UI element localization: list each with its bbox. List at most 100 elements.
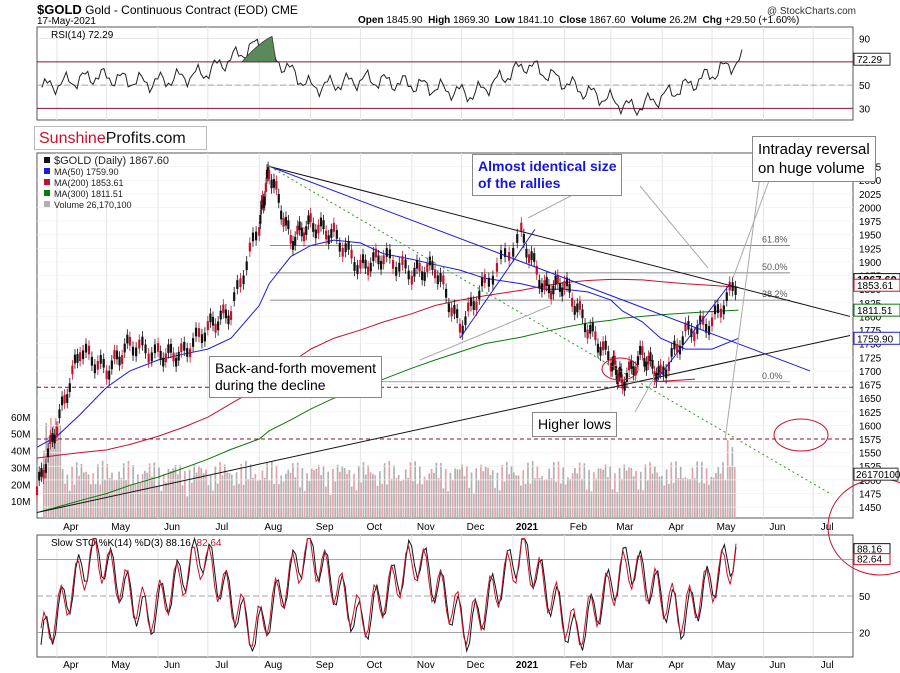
volume-tick-label: 40M (11, 447, 30, 458)
candle-body (653, 371, 656, 380)
volume-bar (710, 476, 713, 518)
candle-body (707, 326, 711, 335)
candle-body (332, 223, 335, 232)
volume-bar (484, 466, 487, 518)
candle-body (245, 261, 248, 271)
candle-body (428, 256, 431, 266)
axis-labels: 3050709072.29145014751500152515501575160… (11, 35, 900, 671)
volume-bar (677, 478, 680, 518)
candle-body (491, 275, 495, 285)
volume-bar (99, 484, 102, 518)
candle-body (159, 351, 162, 360)
candle-body (581, 309, 584, 319)
candle-body (268, 170, 271, 179)
volume-bar (614, 473, 616, 518)
volume-bar (87, 474, 90, 518)
volume-bar (353, 473, 355, 518)
volume-bar (414, 461, 416, 518)
candle-body (464, 316, 467, 326)
candle-body (277, 194, 280, 203)
volume-bar (348, 469, 351, 518)
candle-body (670, 347, 673, 357)
price-x-label: May (717, 522, 736, 533)
volume-bar (571, 473, 574, 518)
volume-bar (364, 474, 367, 518)
volume-bar (496, 472, 499, 518)
volume-bar (148, 463, 151, 518)
volume-bar (722, 462, 724, 518)
candle-body (436, 275, 439, 285)
volume-value-box (853, 467, 899, 481)
stockcharts-credit[interactable]: @ StockCharts.com (766, 6, 856, 17)
volume-bar (562, 467, 565, 518)
volume-bar (158, 467, 160, 518)
candle-body (734, 286, 737, 296)
sto-x-label: Oct (367, 660, 383, 671)
price-tick-label: 1700 (859, 367, 882, 378)
volume-bar (108, 477, 111, 518)
legend-swatch (44, 168, 50, 174)
candle-body (623, 382, 626, 391)
chg-label: Chg (702, 15, 722, 26)
price-panel: 61.8% 50.0% 38.2% 0.0% (35, 161, 900, 576)
candle-body (472, 301, 475, 310)
candle-body (248, 242, 251, 252)
volume-bar (729, 466, 731, 518)
candle-body (233, 292, 236, 302)
candle-body (556, 274, 559, 284)
volume-bar (341, 466, 344, 518)
candle-body (156, 343, 160, 352)
volume-bar (71, 466, 73, 518)
candle-body (614, 366, 618, 375)
candle-body (162, 357, 165, 367)
candle-body (467, 302, 470, 312)
volume-bar (252, 477, 254, 518)
volume-bar (719, 473, 722, 518)
price-x-label: Aug (264, 522, 282, 533)
volume-bar (421, 484, 424, 518)
chg-value: +29.50 (+1.60%) (724, 15, 800, 26)
price-tick-label: 1650 (859, 394, 882, 405)
candle-body (272, 179, 276, 188)
symbol-title: $GOLD Gold - Continuous Contract (EOD) C… (37, 2, 298, 17)
volume-bar (383, 463, 386, 518)
volume-bar (515, 475, 518, 518)
panel-frame-0 (36, 26, 854, 121)
volume-bar (470, 472, 473, 518)
volume-bar (581, 478, 583, 518)
candle-body (374, 248, 377, 258)
volume-bar (607, 477, 609, 518)
price-tick-label: 2025 (859, 190, 882, 201)
candle-body (302, 232, 306, 242)
candle-body (38, 471, 41, 481)
volume-bar (247, 479, 250, 518)
sto-x-label: Dec (467, 660, 485, 671)
price-x-label: Dec (467, 522, 485, 533)
price-value-label: 1853.61 (857, 281, 894, 292)
candle-body (341, 247, 344, 257)
volume-bar (296, 462, 299, 518)
candle-body (453, 305, 456, 314)
volume-bar (294, 477, 297, 518)
volume-bar (715, 473, 717, 518)
volume-bar (174, 465, 177, 518)
candle-body (344, 243, 347, 252)
volume-bar (724, 479, 727, 518)
candle-body (359, 259, 362, 269)
candle-body (335, 230, 338, 239)
candle-body (647, 355, 650, 365)
volume-bar (266, 462, 268, 518)
candle-body (596, 343, 600, 353)
candle-body (191, 338, 195, 347)
candle-body (200, 334, 204, 343)
volume-bar (151, 476, 153, 518)
annotation-reversal-line1: Intraday reversal (758, 141, 870, 158)
candle-body (90, 356, 94, 366)
volume-bar (583, 463, 586, 518)
candle-body (319, 217, 323, 227)
candle-body (260, 200, 263, 210)
volume-bar (684, 477, 687, 518)
candle-body (716, 304, 720, 313)
volume-bar (360, 482, 362, 518)
candle-body (367, 266, 370, 276)
